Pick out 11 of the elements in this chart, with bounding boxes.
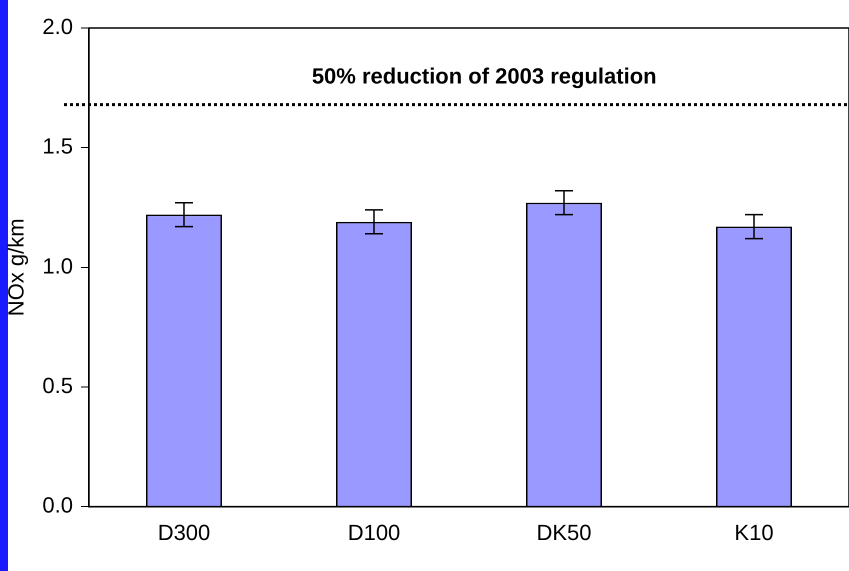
y-tick-label: 0.5 <box>42 373 73 398</box>
y-tick-label: 1.5 <box>42 134 73 159</box>
x-tick-label: K10 <box>734 520 774 545</box>
y-tick-label: 1.0 <box>42 253 73 278</box>
x-tick-label: D100 <box>348 520 400 545</box>
y-tick-label: 0.0 <box>42 492 73 518</box>
x-tick-label: D300 <box>158 520 210 545</box>
ref-line-label: 50% reduction of 2003 regulation <box>312 64 657 89</box>
y-axis-title: NOx g/km <box>3 218 28 316</box>
y-tick-label: 2.0 <box>42 14 73 40</box>
x-tick-label: DK50 <box>536 520 592 545</box>
